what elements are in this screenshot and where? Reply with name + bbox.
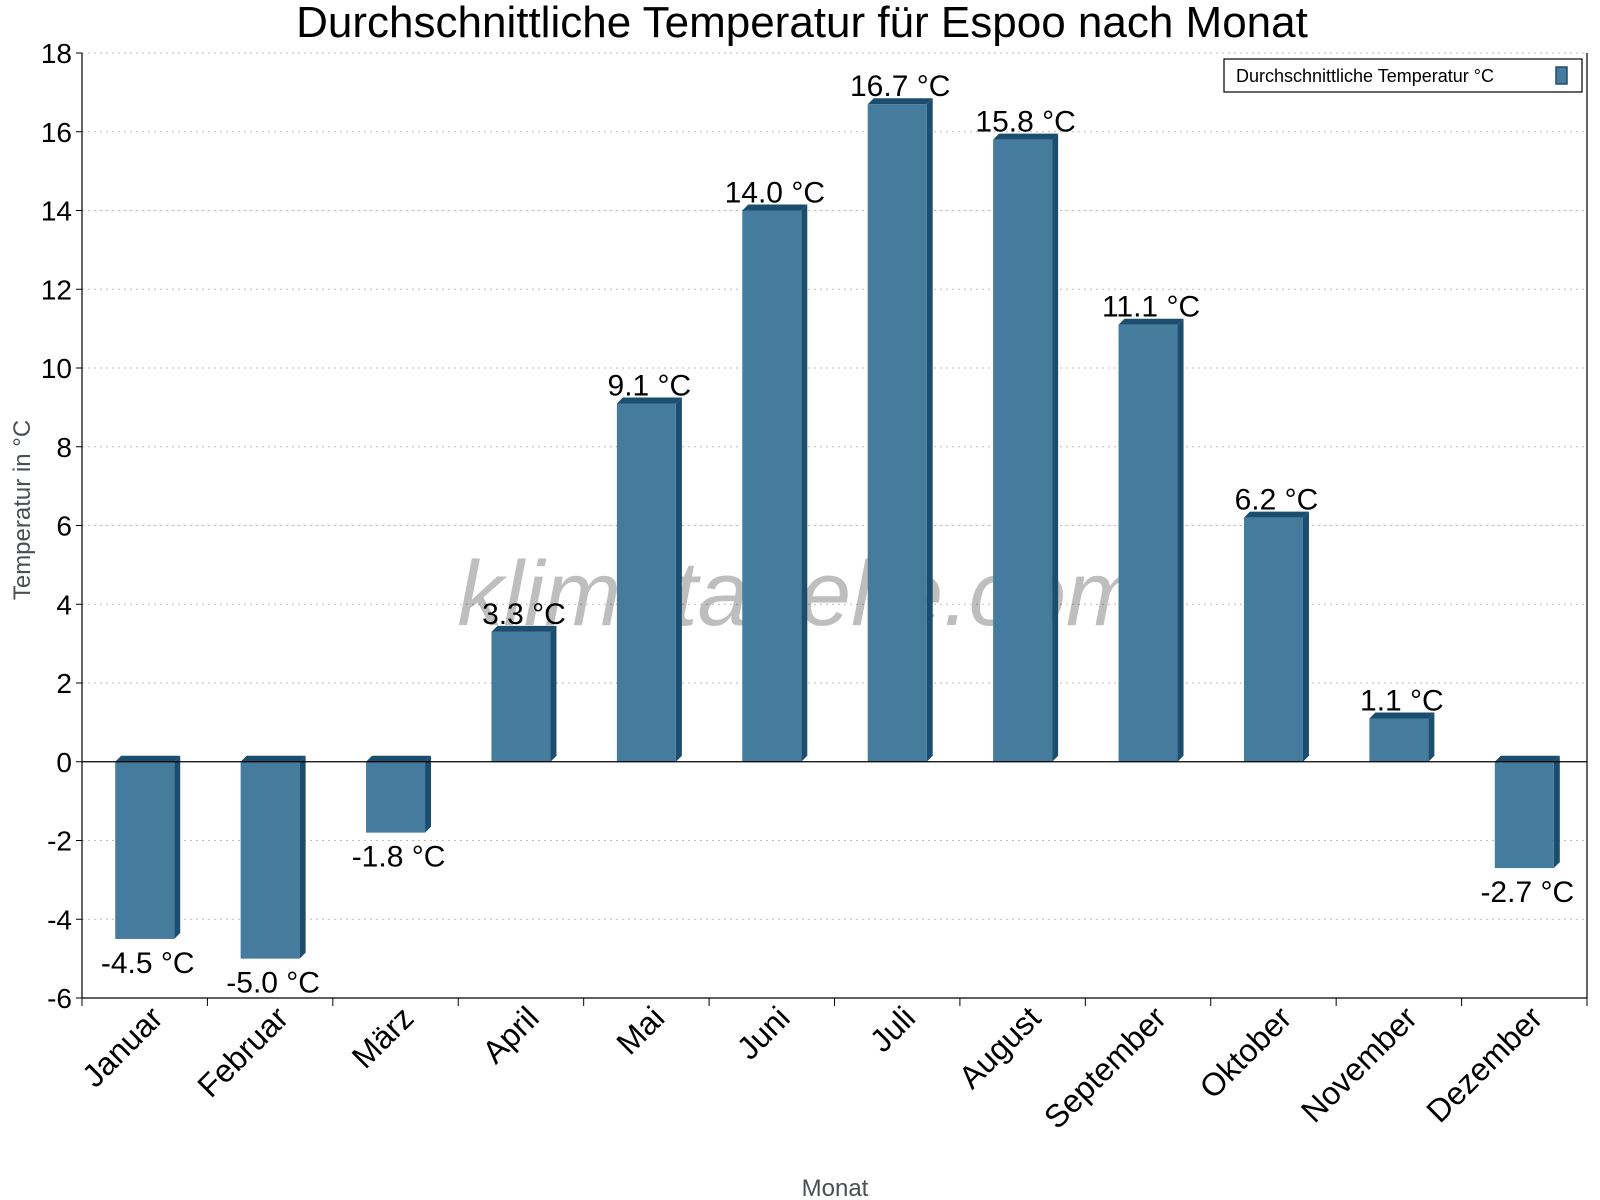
bar-side xyxy=(1553,755,1560,869)
chart-title: Durchschnittliche Temperatur für Espoo n… xyxy=(296,0,1308,47)
bar xyxy=(1118,324,1178,762)
bar-group: 3.3 °C xyxy=(482,598,566,762)
bar-group: 6.2 °C xyxy=(1235,484,1319,762)
bar-side xyxy=(1428,712,1435,762)
y-tick-label: 0 xyxy=(56,747,72,778)
bar-top xyxy=(616,397,682,404)
legend: Durchschnittliche Temperatur °C xyxy=(1223,58,1583,93)
y-tick-label: -4 xyxy=(47,904,72,935)
x-tick-label: Mai xyxy=(609,999,671,1061)
data-label: 15.8 °C xyxy=(975,106,1075,139)
bar-side xyxy=(926,98,933,762)
data-label: 6.2 °C xyxy=(1235,484,1319,517)
bar xyxy=(616,403,676,762)
bar-top xyxy=(366,755,432,762)
data-label: 14.0 °C xyxy=(725,177,825,210)
data-label: -1.8 °C xyxy=(352,841,446,874)
x-tick-label: Januar xyxy=(75,999,170,1094)
bar xyxy=(1243,517,1303,762)
y-tick-label: -2 xyxy=(47,826,72,857)
x-tick-label: August xyxy=(952,999,1048,1095)
y-tick-label: -6 xyxy=(47,983,72,1014)
bar xyxy=(867,104,927,762)
bar-top xyxy=(240,755,306,762)
bar-group: -4.5 °C xyxy=(101,755,195,980)
bar-side xyxy=(1052,133,1059,762)
bar-group: -5.0 °C xyxy=(226,755,320,1000)
legend-box xyxy=(1223,58,1583,93)
bar-top xyxy=(742,204,808,211)
y-tick-label: 14 xyxy=(41,196,72,227)
bar xyxy=(1494,761,1554,869)
data-label: -4.5 °C xyxy=(101,947,195,980)
data-label: -5.0 °C xyxy=(226,967,320,1000)
bar-side xyxy=(425,755,432,833)
bar xyxy=(366,761,426,833)
bar-top xyxy=(1243,511,1309,518)
y-tick-label: 18 xyxy=(41,38,72,69)
data-label: 9.1 °C xyxy=(608,369,692,402)
bar-side xyxy=(675,397,682,762)
bar-group: 9.1 °C xyxy=(608,369,692,762)
bar-side xyxy=(1177,318,1184,762)
y-tick-label: 8 xyxy=(56,432,72,463)
data-label: -2.7 °C xyxy=(1480,876,1574,909)
bar-side xyxy=(801,204,808,762)
data-label: 16.7 °C xyxy=(850,70,950,103)
x-axis-label: Monat xyxy=(802,1175,869,1200)
x-tick-label: September xyxy=(1037,999,1173,1135)
data-label: 11.1 °C xyxy=(1102,291,1200,324)
bar-top xyxy=(1494,755,1560,762)
bar xyxy=(240,761,300,959)
bar-top xyxy=(867,98,933,105)
bar xyxy=(491,631,551,762)
y-tick-label: 10 xyxy=(41,353,72,384)
bar-side xyxy=(299,755,306,959)
bar-group: -2.7 °C xyxy=(1480,755,1574,909)
y-tick-label: 6 xyxy=(56,511,72,542)
y-axis-label: Temperatur in °C xyxy=(9,420,36,600)
bar-group: -1.8 °C xyxy=(352,755,446,874)
legend-label: Durchschnittliche Temperatur °C xyxy=(1236,66,1494,86)
x-tick-label: Februar xyxy=(190,999,295,1104)
bar xyxy=(993,139,1053,762)
bar xyxy=(115,761,175,939)
x-tick-label: Juni xyxy=(730,999,797,1066)
bar xyxy=(1369,718,1429,762)
bar-group: 14.0 °C xyxy=(725,177,825,762)
bar-group: 16.7 °C xyxy=(850,70,950,762)
bar-group: 11.1 °C xyxy=(1102,291,1200,762)
bar-group: 15.8 °C xyxy=(975,106,1076,762)
y-tick-label: 2 xyxy=(56,668,72,699)
bar-side xyxy=(550,625,557,762)
x-tick-label: April xyxy=(475,999,546,1070)
bar-top xyxy=(115,755,181,762)
bar-side xyxy=(1302,511,1309,762)
y-tick-label: 4 xyxy=(56,589,72,620)
bar-group: 1.1 °C xyxy=(1360,684,1444,762)
x-tick-label: Juli xyxy=(863,999,922,1058)
y-tick-label: 12 xyxy=(41,274,72,305)
x-tick-label: Dezember xyxy=(1419,999,1549,1129)
bar-top xyxy=(491,625,557,632)
x-tick-label: November xyxy=(1294,999,1424,1129)
bar xyxy=(742,210,802,762)
x-tick-label: Oktober xyxy=(1192,999,1298,1105)
data-label: 1.1 °C xyxy=(1360,684,1444,717)
bar-top xyxy=(1118,318,1184,325)
data-label: 3.3 °C xyxy=(482,598,566,631)
x-tick-label: März xyxy=(345,999,421,1075)
bar-top xyxy=(1369,712,1435,719)
y-tick-label: 16 xyxy=(41,117,72,148)
bar-side xyxy=(174,755,181,939)
bar-top xyxy=(993,133,1059,140)
legend-swatch xyxy=(1555,66,1568,85)
